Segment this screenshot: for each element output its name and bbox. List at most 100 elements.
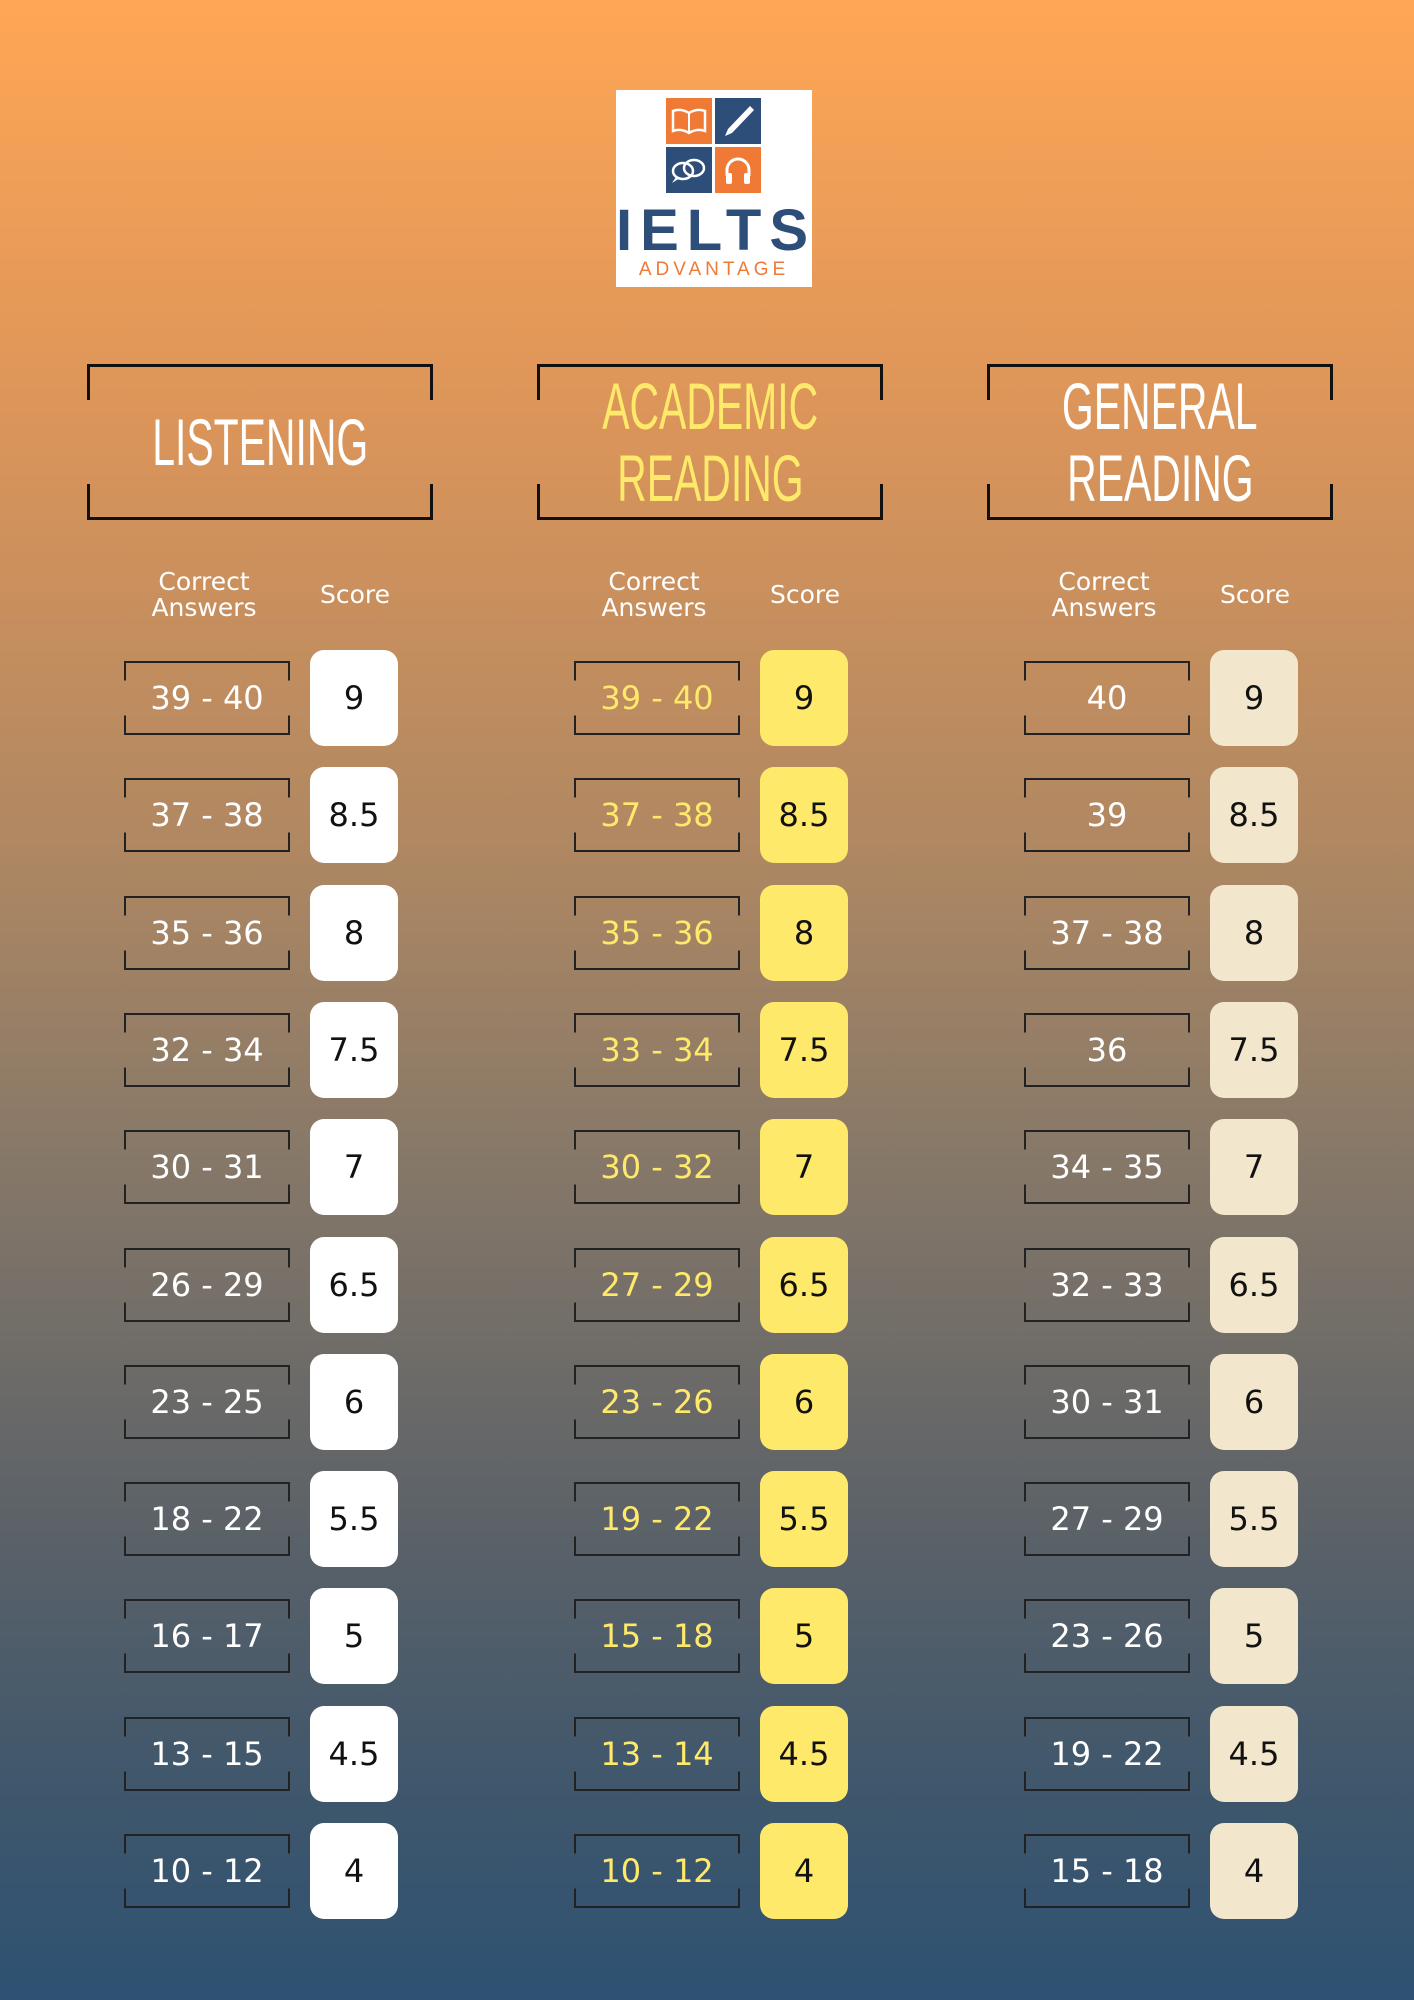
band-score: 4 xyxy=(760,1823,848,1919)
table-row: 15 - 18 4 xyxy=(987,1823,1333,1919)
section-academic-reading: ACADEMIC READING Correct Answers Score 39 - … xyxy=(537,364,883,1919)
table-row: 30 - 31 7 xyxy=(87,1119,433,1216)
correct-answers-range: 37 - 38 xyxy=(1024,895,1190,970)
band-score: 5 xyxy=(1210,1588,1298,1685)
table-row: 30 - 31 6 xyxy=(987,1353,1333,1450)
correct-answers-range: 30 - 31 xyxy=(124,1130,290,1205)
correct-answers-range: 30 - 32 xyxy=(574,1130,740,1205)
band-score: 7 xyxy=(760,1119,848,1216)
band-score: 5.5 xyxy=(310,1471,398,1568)
band-score: 5 xyxy=(310,1588,398,1685)
correct-answers-range: 35 - 36 xyxy=(124,895,290,970)
section-title: READING xyxy=(1066,441,1254,515)
section-title: ACADEMIC xyxy=(602,369,818,443)
table-row: 39 - 40 9 xyxy=(537,650,883,746)
correct-answers-label: Correct Answers xyxy=(1051,567,1157,622)
correct-answers-range: 26 - 29 xyxy=(124,1247,290,1322)
correct-answers-range: 23 - 25 xyxy=(124,1364,290,1439)
correct-answers-range: 13 - 14 xyxy=(574,1716,740,1791)
correct-answers-range: 23 - 26 xyxy=(1024,1599,1190,1674)
table-row: 33 - 34 7.5 xyxy=(537,1001,883,1098)
table-row: 37 - 38 8 xyxy=(987,884,1333,981)
section-title: GENERAL xyxy=(1062,369,1258,443)
table-row: 30 - 32 7 xyxy=(537,1119,883,1216)
table-row: 39 8.5 xyxy=(987,767,1333,864)
correct-answers-range: 30 - 31 xyxy=(1024,1364,1190,1439)
table-row: 16 - 17 5 xyxy=(87,1588,433,1685)
table-row: 13 - 15 4.5 xyxy=(87,1705,433,1802)
band-score: 4.5 xyxy=(760,1705,848,1802)
correct-answers-range: 10 - 12 xyxy=(574,1834,740,1908)
correct-answers-range: 39 - 40 xyxy=(124,661,290,735)
band-score: 6.5 xyxy=(1210,1236,1298,1333)
table-row: 40 9 xyxy=(987,650,1333,746)
correct-answers-label: Correct Answers xyxy=(151,567,257,622)
band-score: 7.5 xyxy=(310,1001,398,1098)
band-score: 9 xyxy=(310,650,398,746)
table-row: 19 - 22 4.5 xyxy=(987,1705,1333,1802)
table-row: 10 - 12 4 xyxy=(87,1823,433,1919)
table-row: 32 - 34 7.5 xyxy=(87,1001,433,1098)
pen-icon xyxy=(715,98,761,144)
table-row: 36 7.5 xyxy=(987,1001,1333,1098)
band-score: 6.5 xyxy=(760,1236,848,1333)
table-row: 39 - 40 9 xyxy=(87,650,433,746)
table-row: 15 - 18 5 xyxy=(537,1588,883,1685)
band-score: 7.5 xyxy=(760,1001,848,1098)
logo-text: IELTS xyxy=(616,198,817,263)
correct-answers-range: 40 xyxy=(1024,661,1190,735)
band-score: 8.5 xyxy=(310,767,398,864)
correct-answers-range: 32 - 33 xyxy=(1024,1247,1190,1322)
correct-answers-range: 35 - 36 xyxy=(574,895,740,970)
correct-answers-range: 18 - 22 xyxy=(124,1482,290,1557)
band-score: 5.5 xyxy=(1210,1471,1298,1568)
correct-answers-range: 39 - 40 xyxy=(574,661,740,735)
section-header: LISTENING xyxy=(87,364,433,520)
table-row: 26 - 29 6.5 xyxy=(87,1236,433,1333)
correct-answers-range: 10 - 12 xyxy=(124,1834,290,1908)
section-header: GENERAL READING xyxy=(987,364,1333,520)
score-label: Score xyxy=(319,580,391,609)
section-listening: LISTENING Correct Answers Score 39 - 40 9 3… xyxy=(87,364,433,1919)
band-score: 6.5 xyxy=(310,1236,398,1333)
table-row: 37 - 38 8.5 xyxy=(537,767,883,864)
section-general-reading: GENERAL READING Correct Answers Score 40 9 3… xyxy=(987,364,1333,1919)
table-row: 37 - 38 8.5 xyxy=(87,767,433,864)
band-score: 4.5 xyxy=(1210,1705,1298,1802)
book-icon xyxy=(666,98,712,144)
band-score: 5 xyxy=(760,1588,848,1685)
table-row: 35 - 36 8 xyxy=(87,884,433,981)
band-score: 5.5 xyxy=(760,1471,848,1568)
table-row: 23 - 25 6 xyxy=(87,1353,433,1450)
section-title: READING xyxy=(616,441,804,515)
correct-answers-range: 16 - 17 xyxy=(124,1599,290,1674)
ielts-advantage-logo: IELTS ADVANTAGE xyxy=(616,90,812,287)
table-row: 35 - 36 8 xyxy=(537,884,883,981)
correct-answers-range: 23 - 26 xyxy=(574,1364,740,1439)
correct-answers-label: Correct Answers xyxy=(601,567,707,622)
table-row: 10 - 12 4 xyxy=(537,1823,883,1919)
band-score: 4.5 xyxy=(310,1705,398,1802)
band-score: 8 xyxy=(310,884,398,981)
band-score: 4 xyxy=(310,1823,398,1919)
band-score: 8.5 xyxy=(760,767,848,864)
correct-answers-range: 19 - 22 xyxy=(1024,1716,1190,1791)
table-row: 27 - 29 5.5 xyxy=(987,1471,1333,1568)
logo-subtext: ADVANTAGE xyxy=(638,259,790,280)
correct-answers-range: 36 xyxy=(1024,1012,1190,1087)
band-score: 8.5 xyxy=(1210,767,1298,864)
correct-answers-range: 33 - 34 xyxy=(574,1012,740,1087)
band-score: 7 xyxy=(310,1119,398,1216)
score-label: Score xyxy=(1219,580,1291,609)
table-row: 18 - 22 5.5 xyxy=(87,1471,433,1568)
band-score: 8 xyxy=(1210,884,1298,981)
correct-answers-range: 13 - 15 xyxy=(124,1716,290,1791)
table-row: 23 - 26 5 xyxy=(987,1588,1333,1685)
band-score: 7 xyxy=(1210,1119,1298,1216)
correct-answers-range: 15 - 18 xyxy=(574,1599,740,1674)
table-row: 13 - 14 4.5 xyxy=(537,1705,883,1802)
band-score: 9 xyxy=(760,650,848,746)
band-score: 6 xyxy=(760,1353,848,1450)
band-score: 6 xyxy=(310,1353,398,1450)
correct-answers-range: 27 - 29 xyxy=(1024,1482,1190,1557)
